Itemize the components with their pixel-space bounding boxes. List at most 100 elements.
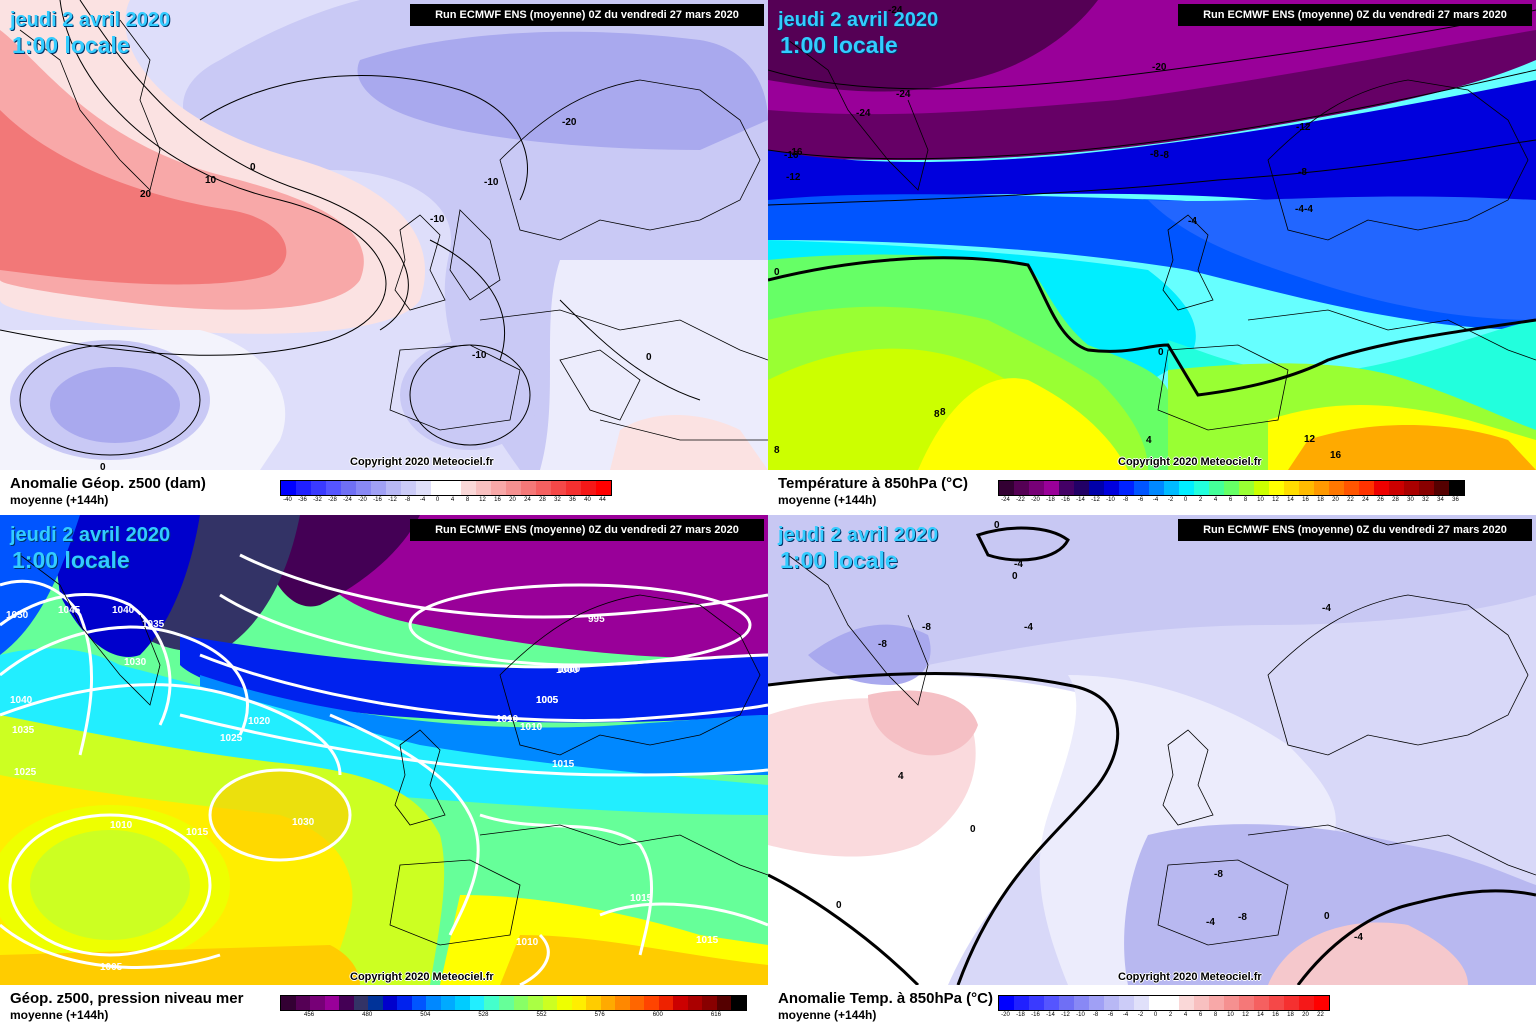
legend-tick: 16	[1272, 1012, 1279, 1018]
contour-label: -8	[1298, 167, 1307, 178]
date-label: jeudi 2 avril 2020	[10, 524, 171, 546]
contour-label: 1010	[516, 937, 539, 948]
legend-tick: 8	[1243, 497, 1248, 503]
legend-tick: 504	[420, 1012, 431, 1018]
legend-swatch	[1164, 996, 1179, 1010]
legend-tick: -6	[1137, 497, 1144, 503]
legend-tick: 0	[1183, 497, 1188, 503]
copyright-label: Copyright 2020 Meteociel.fr	[350, 971, 494, 983]
date-label: jeudi 2 avril 2020	[10, 9, 171, 31]
legend-swatch	[1404, 481, 1419, 495]
legend-swatch	[673, 996, 688, 1010]
legend-tick: 2	[1198, 497, 1203, 503]
contour-label: -10	[484, 177, 499, 188]
map-t850-anomaly: 0 -4 0 -4 -8 -8 4 0 -4 0 -4 -8 -8 0 -4	[768, 515, 1536, 985]
run-header: Run ECMWF ENS (moyenne) 0Z du vendredi 2…	[1178, 4, 1532, 26]
legend-swatch	[1179, 996, 1194, 1010]
legend-swatch	[506, 481, 521, 495]
legend-tick: 8	[465, 497, 470, 503]
legend-swatch	[1119, 996, 1134, 1010]
legend-swatch	[341, 481, 356, 495]
panel-z500-anomaly: 0 10 20 -10 -20 0 -10 0 -10 jeudi 2 avril 2020 1…	[0, 0, 768, 515]
legend-swatch	[469, 996, 485, 1010]
legend-tick: 6	[1198, 1012, 1203, 1018]
contour-label: 1015	[696, 935, 719, 946]
contour-label: -4	[1295, 204, 1304, 215]
contour-label: 1020	[248, 716, 271, 727]
legend-swatch	[1044, 996, 1059, 1010]
legend-swatch	[401, 481, 416, 495]
legend-swatch	[1134, 481, 1149, 495]
contour-label: -8	[1238, 912, 1247, 923]
legend-tick: 12	[1242, 1012, 1249, 1018]
time-label: 1:00 locale	[12, 32, 130, 58]
legend-swatch	[1074, 481, 1089, 495]
legend-swatch	[542, 996, 558, 1010]
contour-label: -10	[472, 350, 487, 361]
legend-swatch	[716, 996, 732, 1010]
legend-tick: -14	[1046, 1012, 1055, 1018]
legend-swatch	[411, 996, 427, 1010]
contour-label: 0	[994, 520, 1000, 531]
contour-label: 0	[1012, 571, 1018, 582]
legend-swatch	[731, 996, 746, 1010]
contour-label: 1015	[630, 893, 653, 904]
legend-tick: 24	[1362, 497, 1369, 503]
contour-label: -24	[856, 108, 871, 119]
legend-swatch	[629, 996, 645, 1010]
legend-swatch	[431, 481, 446, 495]
contour-label: 1010	[496, 714, 519, 725]
time-label: 1:00 locale	[780, 547, 898, 573]
legend-swatch	[1314, 481, 1329, 495]
contour-label: 1045	[58, 605, 81, 616]
contour-label: 1000	[556, 665, 579, 676]
legend-swatch	[281, 481, 296, 495]
legend-tick: -32	[313, 497, 322, 503]
legend-tick: 26	[1377, 497, 1384, 503]
legend-tick: 16	[1302, 497, 1309, 503]
legend-tick: 12	[1272, 497, 1279, 503]
legend-tick: 552	[536, 1012, 547, 1018]
contour-label: -24	[888, 5, 903, 16]
legend-swatch	[1119, 481, 1134, 495]
contour-label: -20	[562, 117, 577, 128]
legend-swatch	[1044, 481, 1059, 495]
legend-swatch	[1179, 481, 1194, 495]
contour-label: 1010	[520, 722, 543, 733]
legend-tick: -10	[1106, 497, 1115, 503]
contour-label: 1040	[10, 695, 33, 706]
color-legend: -40 -36 -32 -28 -24 -20 -16 -12 -8 -4 0 4 8 12 16 20 24 2…	[280, 480, 612, 505]
legend-tick: -4	[419, 497, 426, 503]
legend-tick: 32	[554, 497, 561, 503]
time-label: 1:00 locale	[780, 32, 898, 58]
legend-swatch	[1269, 481, 1284, 495]
legend-swatch	[1194, 996, 1209, 1010]
contour-label: -4	[1206, 917, 1215, 928]
contour-label: 1025	[14, 767, 37, 778]
legend-swatch	[281, 996, 296, 1010]
legend-tick: 28	[1392, 497, 1399, 503]
contour-label: -8	[922, 622, 931, 633]
contour-label: 0	[970, 824, 976, 835]
contour-label: -16	[784, 150, 799, 161]
legend-tick: 22	[1317, 1012, 1324, 1018]
run-header: Run ECMWF ENS (moyenne) 0Z du vendredi 2…	[410, 4, 764, 26]
legend-swatch	[999, 996, 1014, 1010]
contour-label: -8	[1150, 149, 1159, 160]
legend-swatch	[356, 481, 371, 495]
legend-swatch	[1164, 481, 1179, 495]
panel-subtitle: moyenne (+144h)	[10, 493, 109, 507]
legend-tick: -20	[358, 497, 367, 503]
legend-swatch	[382, 996, 398, 1010]
legend-swatch	[513, 996, 529, 1010]
legend-tick: -24	[343, 497, 352, 503]
legend-swatch	[586, 996, 601, 1010]
contour-label: 0	[250, 162, 256, 173]
contour-label: 16	[1330, 450, 1342, 461]
legend-tick: 616	[710, 1012, 721, 1018]
panel-subtitle: moyenne (+144h)	[778, 1008, 877, 1022]
legend-swatch	[600, 996, 616, 1010]
legend-swatch	[1059, 996, 1074, 1010]
contour-label: -4	[1304, 204, 1313, 215]
legend-swatch	[311, 481, 326, 495]
